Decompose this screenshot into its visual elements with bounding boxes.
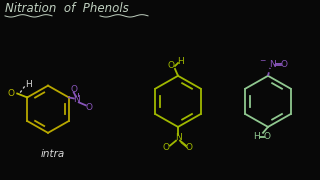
Text: O: O <box>167 62 174 71</box>
Text: O: O <box>70 85 77 94</box>
Text: intra: intra <box>41 149 65 159</box>
Text: O: O <box>281 60 287 69</box>
Text: N: N <box>73 95 80 104</box>
Text: N: N <box>268 60 276 69</box>
Text: H: H <box>252 132 260 141</box>
Text: O: O <box>85 103 92 112</box>
Text: −: − <box>259 57 265 66</box>
Text: H: H <box>178 57 184 66</box>
Text: O: O <box>186 143 193 152</box>
Text: O: O <box>163 143 170 152</box>
Text: Nitration  of  Phenols: Nitration of Phenols <box>5 2 129 15</box>
Text: O: O <box>263 132 270 141</box>
Text: H: H <box>25 80 32 89</box>
Text: N: N <box>175 133 181 142</box>
Text: O: O <box>7 89 14 98</box>
